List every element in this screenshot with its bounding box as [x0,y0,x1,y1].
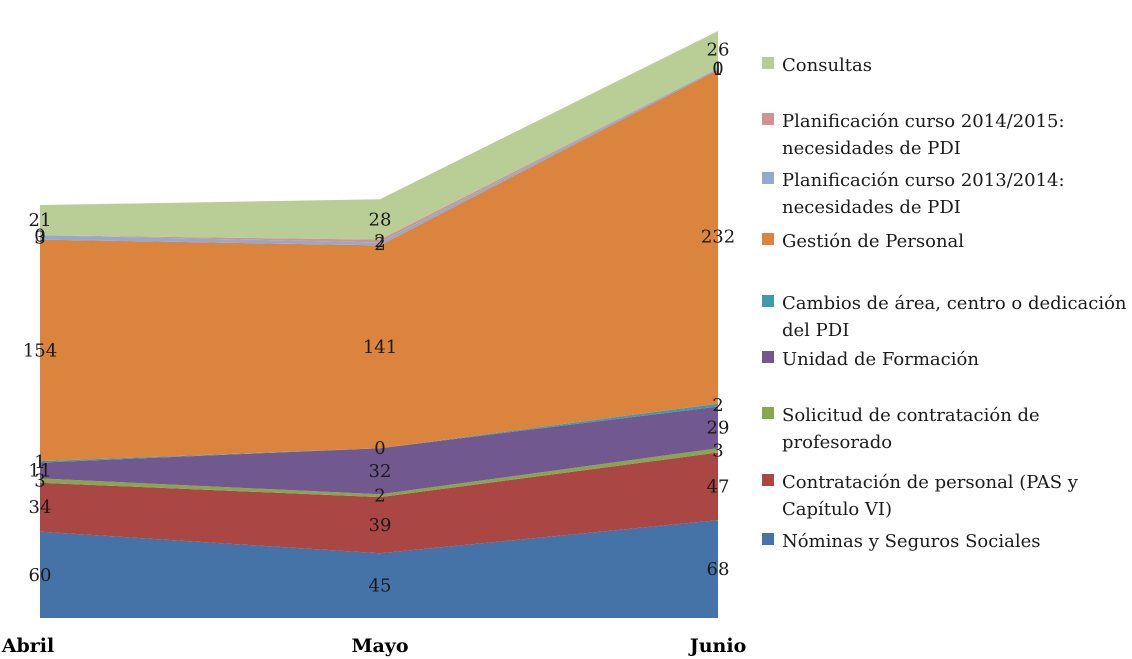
data-label: 3 [712,440,723,461]
data-label: 0 [712,58,723,79]
data-label: 2 [712,395,723,416]
legend-label: Unidad de Formación [782,349,979,370]
legend-label: Planificación curso 2014/2015: necesidad… [782,111,1065,159]
x-tick-label: Abril [1,635,54,657]
legend-swatch [762,533,774,545]
legend-label: Planificación curso 2013/2014: necesidad… [782,170,1065,218]
area-contratacion-de-personal-pas-y-capitulo-vi [40,452,718,554]
data-label: 0 [34,225,45,246]
data-label: 21 [29,210,52,231]
area-consultas [40,30,718,240]
data-label: 2 [374,231,385,252]
legend-swatch [762,113,774,125]
data-label: 1 [34,452,45,473]
data-label: 11 [29,461,52,482]
data-label: 68 [707,559,730,580]
data-label: 60 [29,565,52,586]
data-label: 45 [369,576,392,597]
data-label: 2 [374,234,385,255]
x-tick-label: Junio [688,635,747,657]
data-label: 28 [369,209,392,230]
data-label: 29 [707,417,730,438]
legend-swatch [762,407,774,419]
data-label: 232 [701,227,735,248]
legend-swatch [762,233,774,245]
data-label: 2 [374,486,385,507]
data-label: 3 [34,227,45,248]
legend-label: Contratación de personal (PAS y Capítulo… [782,472,1078,520]
legend: Consultas Planificación curso 2014/2015: … [762,0,1132,659]
legend-label: Nóminas y Seguros Sociales [782,531,1041,552]
data-label: 39 [369,515,392,536]
data-label: 3 [34,471,45,492]
data-label: 141 [363,337,397,358]
data-label: 32 [369,461,392,482]
data-label: 154 [23,340,57,361]
x-tick-label: Mayo [351,635,408,657]
legend-swatch [762,474,774,486]
area-nominas-y-seguros-sociales [40,520,718,618]
data-label: 47 [707,476,730,497]
legend-swatch [762,57,774,69]
legend-label: Gestión de Personal [782,231,965,252]
data-label: 34 [29,497,52,518]
legend-label: Cambios de área, centro o dedicación del… [782,293,1127,341]
legend-label: Consultas [782,55,872,76]
area-gestion-de-personal [40,69,718,462]
data-label: 0 [374,438,385,459]
legend-swatch [762,295,774,307]
data-label: 26 [707,40,730,61]
legend-swatch [762,172,774,184]
legend-swatch [762,351,774,363]
area-unidad-de-formacion [40,406,718,495]
legend-label: Solicitud de contratación de profesorado [782,405,1040,453]
data-label: 1 [712,59,723,80]
